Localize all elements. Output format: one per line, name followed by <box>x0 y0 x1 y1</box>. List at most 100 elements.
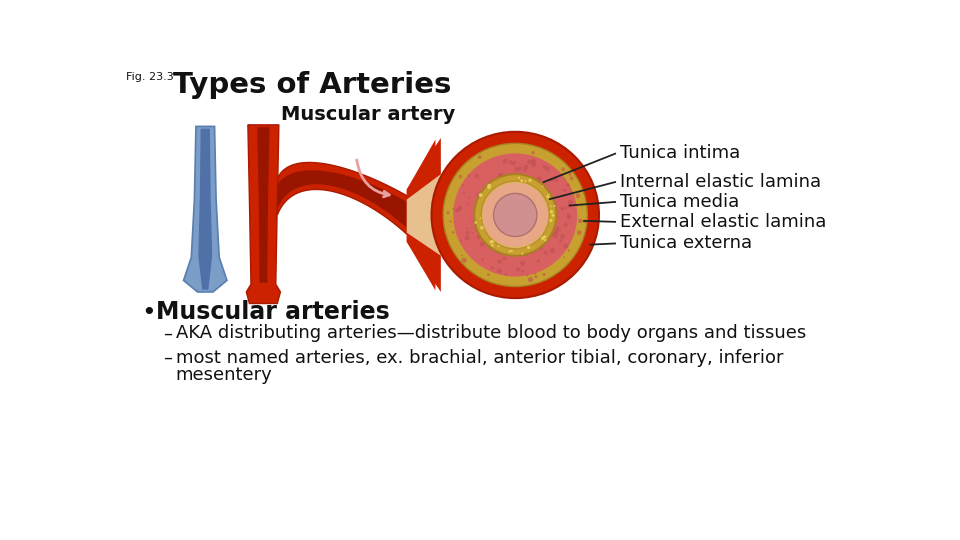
Circle shape <box>558 217 560 219</box>
Circle shape <box>503 159 505 161</box>
Circle shape <box>490 240 492 244</box>
Circle shape <box>494 250 498 253</box>
Circle shape <box>559 239 563 242</box>
Circle shape <box>550 210 553 213</box>
Polygon shape <box>277 170 407 228</box>
Circle shape <box>570 191 572 194</box>
Text: most named arteries, ex. brachial, anterior tibial, coronary, inferior: most named arteries, ex. brachial, anter… <box>176 349 783 367</box>
Circle shape <box>474 174 557 256</box>
Circle shape <box>542 273 545 276</box>
Text: Tunica externa: Tunica externa <box>620 234 752 252</box>
Text: •: • <box>142 301 156 325</box>
Circle shape <box>496 176 498 178</box>
Circle shape <box>477 234 482 239</box>
Circle shape <box>458 209 460 212</box>
Circle shape <box>432 132 599 298</box>
Text: Muscular arteries: Muscular arteries <box>156 300 390 323</box>
Circle shape <box>528 179 532 182</box>
Text: –: – <box>162 325 172 342</box>
Circle shape <box>566 214 571 219</box>
Circle shape <box>492 242 497 247</box>
Circle shape <box>553 231 559 236</box>
Circle shape <box>542 165 547 170</box>
Circle shape <box>497 245 499 247</box>
Polygon shape <box>407 174 441 256</box>
Circle shape <box>491 266 493 269</box>
Circle shape <box>551 214 555 217</box>
Text: AKA distributing arteries—distribute blood to body organs and tissues: AKA distributing arteries—distribute blo… <box>176 325 806 342</box>
Circle shape <box>466 227 468 230</box>
Circle shape <box>479 193 483 197</box>
Circle shape <box>538 245 540 248</box>
Circle shape <box>534 272 537 274</box>
Polygon shape <box>257 127 270 283</box>
Circle shape <box>544 239 546 241</box>
Text: mesentery: mesentery <box>176 366 273 384</box>
Circle shape <box>461 240 463 242</box>
Circle shape <box>566 184 569 187</box>
Circle shape <box>541 185 543 187</box>
Circle shape <box>546 167 550 171</box>
Circle shape <box>554 212 558 215</box>
Circle shape <box>480 242 485 247</box>
Circle shape <box>520 179 523 182</box>
Text: Muscular artery: Muscular artery <box>281 105 455 124</box>
Circle shape <box>497 268 502 273</box>
Circle shape <box>481 258 484 261</box>
Circle shape <box>549 219 552 222</box>
Circle shape <box>476 193 480 197</box>
Circle shape <box>519 260 525 266</box>
Circle shape <box>564 206 567 209</box>
Circle shape <box>483 191 485 193</box>
Circle shape <box>446 211 449 214</box>
Circle shape <box>554 178 558 182</box>
Circle shape <box>549 178 553 183</box>
Text: Tunica media: Tunica media <box>620 193 739 211</box>
Text: –: – <box>162 349 172 367</box>
Circle shape <box>537 259 540 262</box>
Circle shape <box>568 206 570 207</box>
Circle shape <box>502 248 505 251</box>
Text: Internal elastic lamina: Internal elastic lamina <box>620 173 821 191</box>
Polygon shape <box>407 139 436 291</box>
Circle shape <box>564 244 568 249</box>
Circle shape <box>560 234 564 239</box>
Circle shape <box>511 250 513 252</box>
Circle shape <box>523 165 528 170</box>
Circle shape <box>563 188 566 192</box>
Circle shape <box>497 259 502 264</box>
Circle shape <box>543 235 546 238</box>
Circle shape <box>524 252 528 256</box>
Circle shape <box>472 232 474 234</box>
Circle shape <box>490 244 494 248</box>
Circle shape <box>491 184 493 187</box>
Circle shape <box>577 231 582 235</box>
Circle shape <box>483 233 488 238</box>
Circle shape <box>546 195 549 198</box>
Text: External elastic lamina: External elastic lamina <box>620 213 827 231</box>
Circle shape <box>483 194 486 197</box>
Circle shape <box>493 193 537 237</box>
Circle shape <box>550 205 552 207</box>
Circle shape <box>560 228 562 231</box>
Circle shape <box>462 258 467 263</box>
Circle shape <box>491 244 493 247</box>
Circle shape <box>474 223 479 228</box>
Circle shape <box>569 177 573 180</box>
Circle shape <box>526 274 528 276</box>
Polygon shape <box>183 126 227 292</box>
Circle shape <box>553 205 555 207</box>
Circle shape <box>555 235 558 239</box>
Circle shape <box>468 197 470 199</box>
Circle shape <box>567 249 570 252</box>
Circle shape <box>527 246 530 249</box>
Circle shape <box>578 219 583 223</box>
Circle shape <box>509 160 513 164</box>
Circle shape <box>474 221 477 224</box>
Text: Fig. 23.3: Fig. 23.3 <box>126 72 174 83</box>
Circle shape <box>452 231 454 234</box>
Circle shape <box>480 226 484 230</box>
Circle shape <box>519 177 522 180</box>
Circle shape <box>529 178 534 183</box>
Circle shape <box>492 246 497 250</box>
